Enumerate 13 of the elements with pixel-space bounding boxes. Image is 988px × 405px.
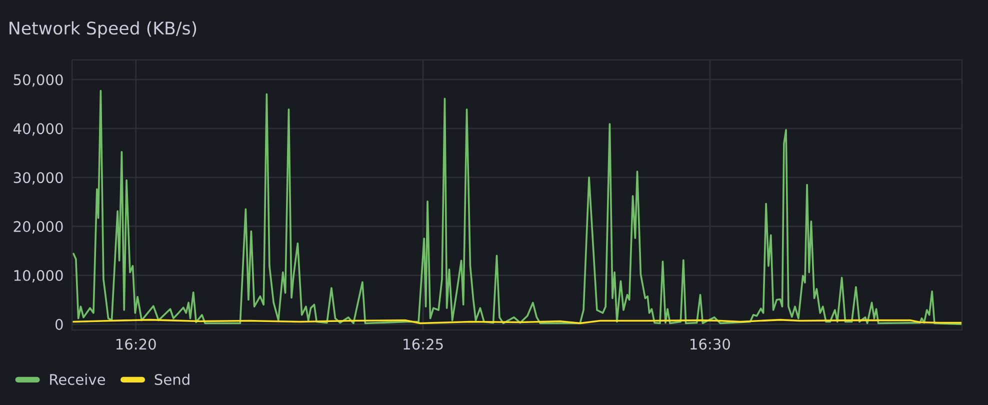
x-tick-label: 16:25 <box>404 338 443 350</box>
y-tick-label: 20,000 <box>14 221 63 234</box>
y-tick-label: 50,000 <box>14 74 63 87</box>
legend-label: Send <box>154 374 190 385</box>
y-tick-label: 0 <box>55 318 63 330</box>
legend-label: Receive <box>50 374 106 385</box>
y-tick-label: 30,000 <box>14 172 63 185</box>
x-tick-label: 16:20 <box>116 338 156 350</box>
line-series <box>72 90 962 326</box>
chart-title: Network Speed (KB/s) <box>10 21 196 38</box>
y-tick-label: 40,000 <box>13 123 63 136</box>
x-tick-label: 16:30 <box>690 338 730 350</box>
y-tick-label: 10,000 <box>14 270 63 282</box>
